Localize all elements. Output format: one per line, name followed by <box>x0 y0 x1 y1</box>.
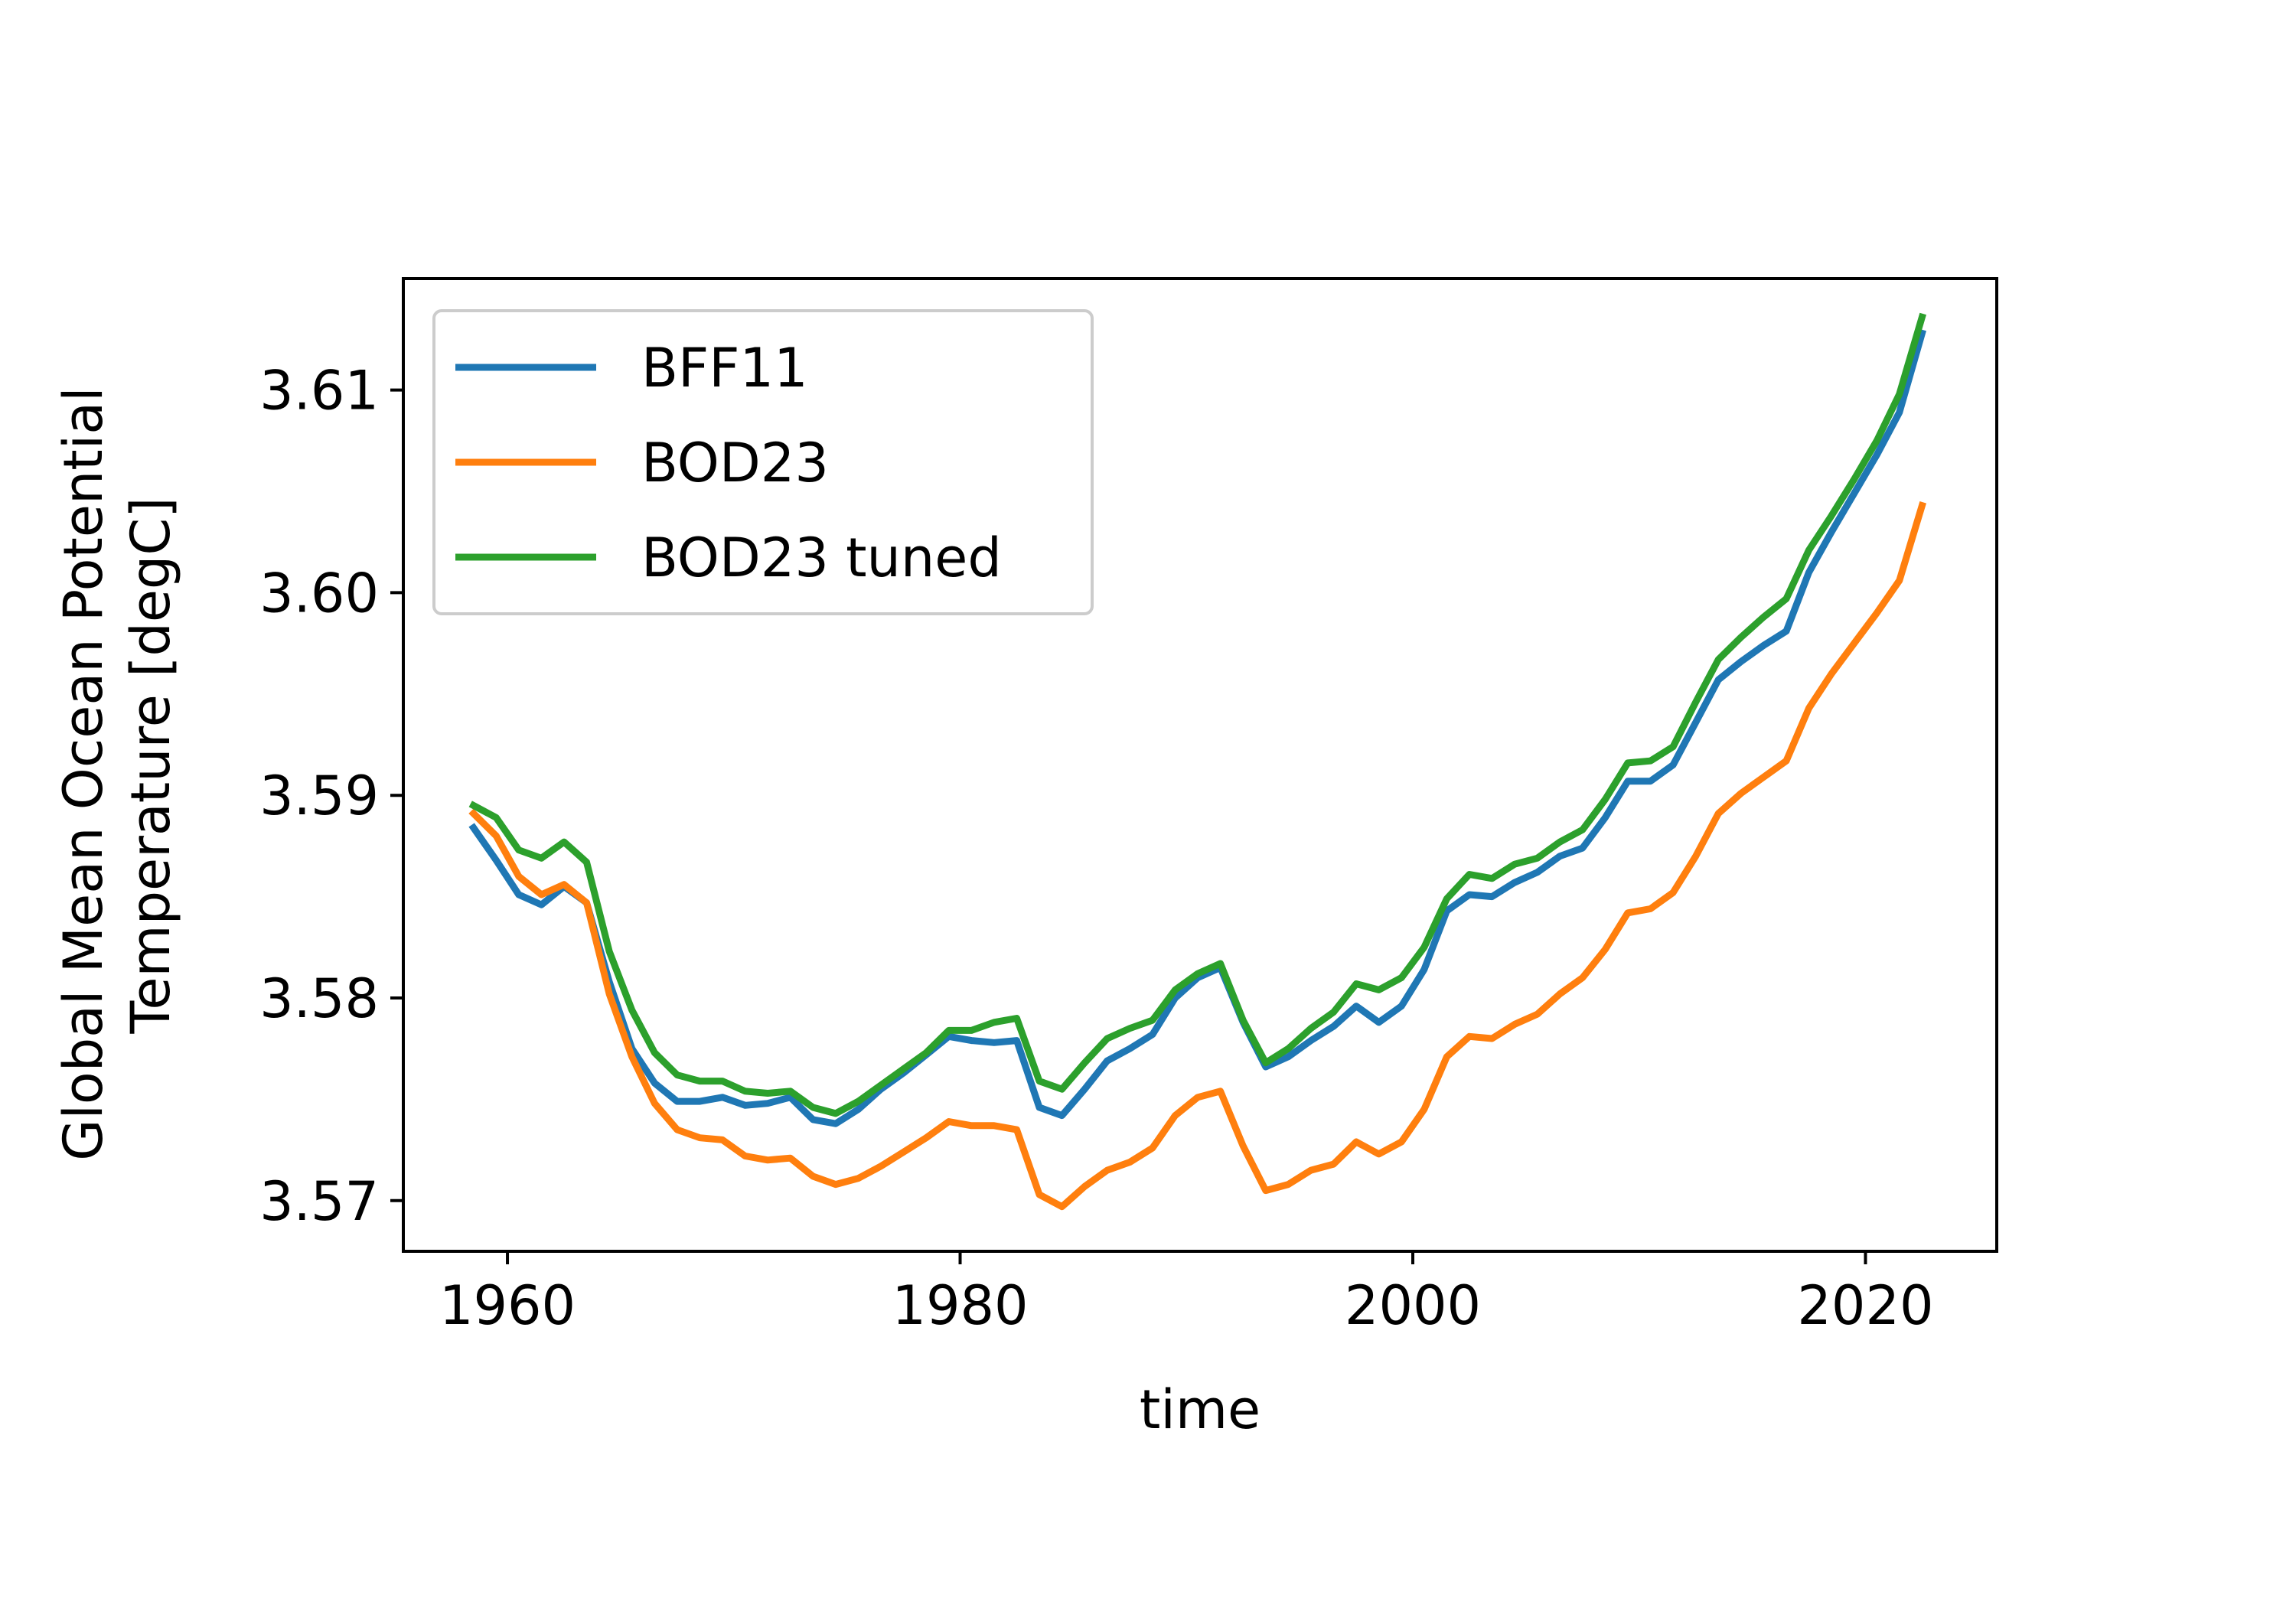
y-tick-label: 3.58 <box>259 967 379 1030</box>
plot-area-frame <box>402 277 1998 1253</box>
y-tick-label: 3.57 <box>259 1170 379 1233</box>
series-line-bod23-tuned <box>468 312 1926 1117</box>
legend: BFF11 BOD23 BOD23 tuned <box>432 309 1094 615</box>
legend-entries: BFF11 BOD23 BOD23 tuned <box>455 337 1002 589</box>
x-tick-label: 1980 <box>892 1274 1028 1337</box>
series-layer <box>468 312 1927 1211</box>
y-axis-ticks: 3.57 3.58 3.59 3.60 3.61 <box>259 360 403 1233</box>
legend-frame <box>432 309 1094 615</box>
y-axis-label-line-2: Temperature [degC] <box>119 497 182 1034</box>
y-axis-label: Global Mean Ocean Potential Temperature … <box>52 370 182 1161</box>
x-tick-label: 1960 <box>439 1274 576 1337</box>
y-axis-label-line-1: Global Mean Ocean Potential <box>52 386 115 1160</box>
x-axis-ticks: 1960 1980 2000 2020 <box>439 1251 1934 1337</box>
series-line-bod23 <box>468 501 1927 1211</box>
x-tick-label: 2000 <box>1345 1274 1481 1337</box>
x-axis-label: time <box>1140 1378 1261 1441</box>
y-tick-label: 3.61 <box>259 360 379 422</box>
x-tick-label: 2020 <box>1797 1274 1933 1337</box>
legend-label-bff11: BFF11 <box>641 337 808 399</box>
legend-label-bod23: BOD23 <box>641 432 829 494</box>
legend-label-bod23-tuned: BOD23 tuned <box>641 527 1002 589</box>
y-tick-label: 3.60 <box>259 562 379 625</box>
y-tick-label: 3.59 <box>259 765 379 827</box>
